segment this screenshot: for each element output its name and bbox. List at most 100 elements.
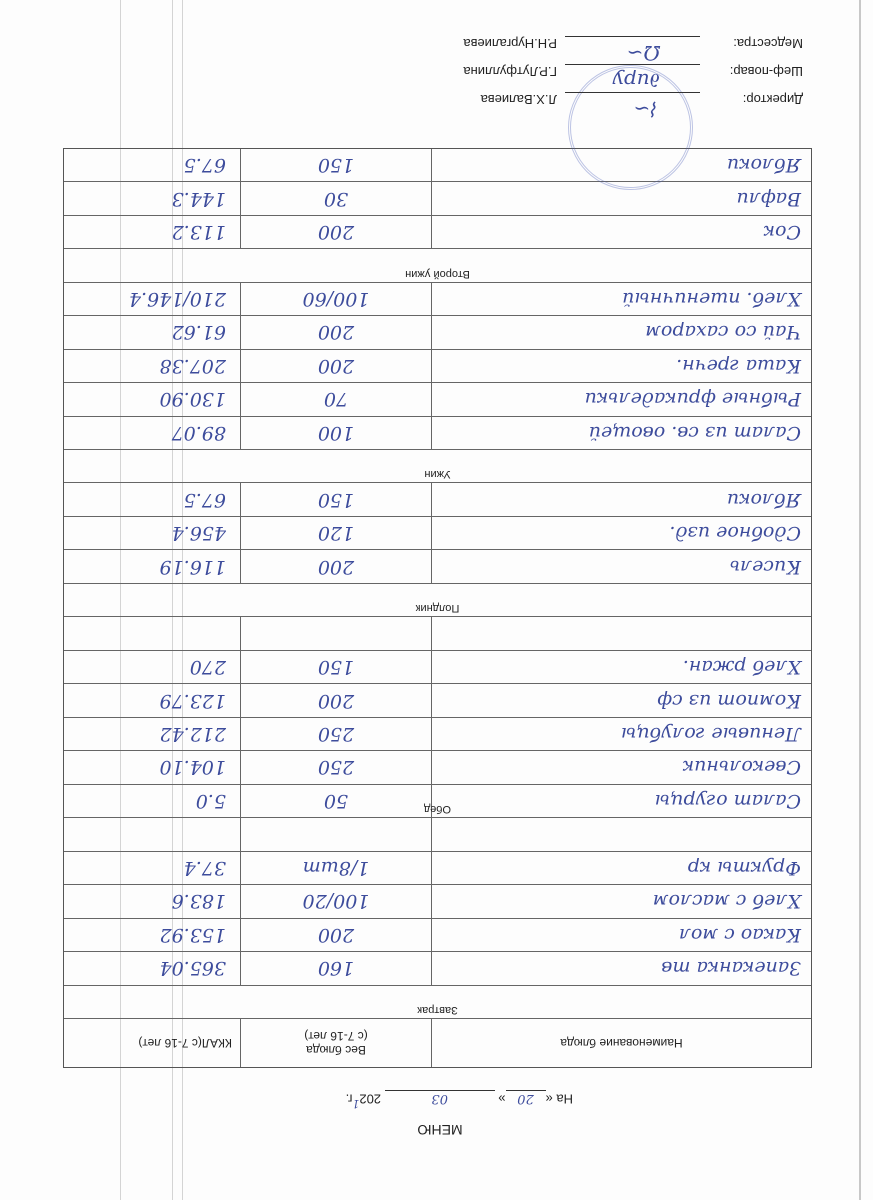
- table-row: Хлеб ржан. 150 270: [64, 649, 811, 684]
- table-row: Чай со сахаром 200 61.62: [64, 315, 811, 349]
- dish-name: Свекольник: [431, 751, 811, 784]
- header-kcal: ККАЛ(с 7-16 лет): [138, 1036, 232, 1050]
- dish-name: Каша гречн.: [431, 349, 811, 383]
- table-row: Какао с мол 200 153.92: [64, 917, 811, 952]
- table-row: Запеканка тв 160 365.04: [64, 951, 811, 985]
- dish-weight: 250: [240, 751, 431, 784]
- signature-line: Медсестра: Ω∽ Р.Н.Нургалиева: [463, 36, 803, 65]
- header-weight: Вес блюда (с 7-16 лет): [240, 1019, 431, 1067]
- dish-name: Запеканка тв: [431, 952, 811, 985]
- table-header: Наименование блюда Вес блюда (с 7-16 лет…: [64, 1018, 811, 1067]
- signature-line: Шеф-повар: ∂иру Г.Р.Лутфуллина: [463, 64, 803, 93]
- table-row: Сдобное изд. 120 456.4: [64, 515, 811, 550]
- dish-kcal: 123.79: [159, 689, 226, 712]
- dish-kcal: 365.04: [159, 957, 226, 980]
- signatory-role: Шеф-повар:: [729, 64, 803, 79]
- dish-name: Компот из сф: [431, 684, 811, 717]
- table-row: Салат из св. овощей 100 89.07: [64, 415, 811, 450]
- handwritten-signature: ∂иру: [612, 69, 660, 93]
- empty-row: [64, 616, 811, 650]
- table-row: Каша гречн. 200 207.38: [64, 348, 811, 383]
- dish-kcal: 210/146.4: [128, 287, 226, 310]
- handwritten-signature: ⌇∽: [633, 97, 660, 121]
- dish-weight: 100/20: [240, 885, 431, 918]
- dish-weight: 120: [240, 516, 431, 550]
- dish-name: [431, 617, 811, 650]
- dish-kcal: 113.2: [171, 220, 226, 243]
- meal-section-label: Полдник: [415, 602, 460, 615]
- dish-kcal: 104.10: [159, 756, 226, 779]
- page-edge-shadow: [859, 0, 861, 1200]
- table-row: Кисель 200 116.19: [64, 549, 811, 583]
- dish-weight: 30: [240, 182, 431, 215]
- table-row: Яблоки 150 67.5: [64, 482, 811, 516]
- signature-field: ∂иру: [565, 64, 700, 93]
- dish-weight: 100: [240, 416, 431, 450]
- dish-kcal: 270: [189, 656, 226, 679]
- dish-weight: 1/8шт: [240, 851, 431, 885]
- header-weight-age: (с 7-16 лет): [304, 1029, 368, 1043]
- menu-date: На «20» 03 2021г.: [345, 1089, 573, 1110]
- dish-name: Сок: [431, 215, 811, 249]
- dish-name: Кисель: [431, 550, 811, 583]
- dish-name: Чай со сахаром: [431, 316, 811, 349]
- document-title: МЕНЮ: [417, 1122, 463, 1138]
- date-prefix: На «: [545, 1091, 573, 1107]
- dish-kcal: 153.92: [159, 923, 226, 946]
- date-day: 20: [505, 1089, 546, 1106]
- dish-weight: 100/60: [240, 282, 431, 316]
- dish-kcal: 116.19: [159, 555, 226, 578]
- section-row: Ужин: [64, 449, 811, 483]
- meal-section-label: Обед: [423, 803, 452, 816]
- table-row: Сок 200 113.2: [64, 214, 811, 249]
- dish-kcal: 130.90: [159, 388, 226, 411]
- dish-weight: 200: [240, 316, 431, 349]
- signatory-role: Директор:: [742, 92, 803, 107]
- dish-weight: 150: [240, 148, 431, 182]
- table-row: Яблоки 150 67.5: [64, 148, 811, 182]
- dish-kcal: 207.38: [159, 354, 226, 377]
- dish-weight: 150: [240, 483, 431, 516]
- signatory-name: Л.Х.Валиева: [480, 92, 557, 107]
- date-mid: »: [498, 1091, 506, 1107]
- handwritten-signature: Ω∽: [626, 41, 660, 65]
- date-month: 03: [384, 1089, 495, 1106]
- dish-kcal: 67.5: [183, 488, 226, 511]
- dish-weight: 150: [240, 650, 431, 684]
- signatory-name: Г.Р.Лутфуллина: [463, 64, 557, 79]
- table-row: Компот из сф 200 123.79: [64, 683, 811, 717]
- dish-name: Рыбные фрикадельки: [431, 383, 811, 416]
- dish-name: Хлеб ржан.: [431, 650, 811, 684]
- dish-weight: [240, 818, 431, 851]
- dish-weight: 200: [240, 684, 431, 717]
- dish-kcal: 212.42: [159, 723, 226, 746]
- header-weight-label: Вес блюда: [306, 1043, 366, 1057]
- dish-kcal: 183.6: [171, 890, 226, 913]
- section-row: Обед Салат огурцы 50 5.0: [64, 783, 811, 818]
- empty-row: [64, 817, 811, 851]
- dish-weight: 200: [240, 918, 431, 952]
- dish-kcal: 144.3: [171, 187, 226, 210]
- dish-kcal: [64, 818, 240, 850]
- dish-weight: 200: [240, 215, 431, 249]
- dish-name: Яблоки: [431, 483, 811, 516]
- dish-weight: 200: [240, 550, 431, 583]
- table-row: Хлеб. пшеничный 100/60 210/146.4: [64, 281, 811, 316]
- signatory-role: Медсестра:: [733, 36, 803, 51]
- section-row: Завтрак: [64, 984, 811, 1018]
- dish-weight: 250: [240, 717, 431, 751]
- table-row: Рыбные фрикадельки 70 130.90: [64, 382, 811, 416]
- section-row: Полдник: [64, 582, 811, 617]
- dish-name: Хлеб с маслом: [431, 885, 811, 918]
- dish-kcal: [64, 617, 240, 649]
- signature-field: ⌇∽: [565, 92, 700, 121]
- signature-line: Директор: ⌇∽ Л.Х.Валиева: [463, 92, 803, 121]
- table-row: Фрукты кр 1/8шт 37.4: [64, 850, 811, 885]
- date-suffix: г.: [345, 1091, 353, 1107]
- dish-name: Какао с мол: [431, 918, 811, 952]
- dish-kcal: 67.5: [183, 154, 226, 177]
- dish-name: Хлеб. пшеничный: [431, 282, 811, 316]
- meal-section-label: Завтрак: [417, 1004, 458, 1016]
- dish-weight: [240, 617, 431, 650]
- table-row: Вафли 30 144.3: [64, 181, 811, 215]
